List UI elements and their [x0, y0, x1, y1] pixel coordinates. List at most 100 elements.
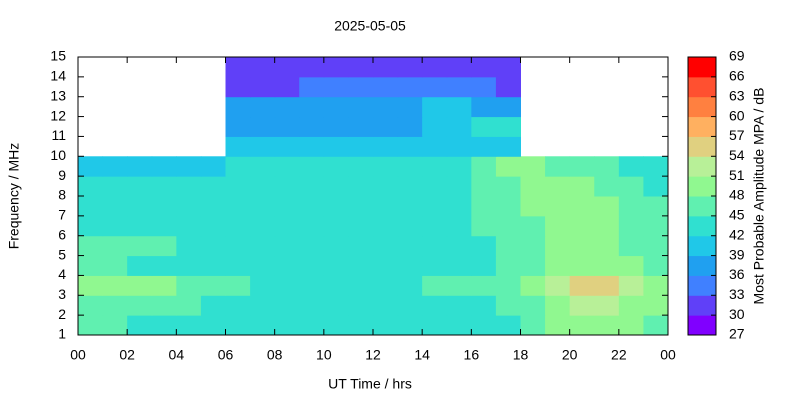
colorbar-segment: [688, 116, 716, 137]
heat-cell: [299, 215, 325, 237]
heat-cell: [373, 176, 399, 197]
heat-cell: [299, 156, 325, 177]
heat-cell: [176, 215, 202, 237]
heat-cell: [446, 136, 472, 157]
heat-cell: [250, 96, 276, 118]
heat-cell: [397, 136, 423, 157]
heat-cell: [373, 315, 399, 336]
y-tick-label: 10: [50, 147, 66, 163]
heat-cell: [397, 176, 423, 197]
heat-cell: [176, 315, 202, 336]
heat-cell: [225, 315, 251, 336]
heat-cell: [225, 76, 251, 98]
heat-cell: [102, 275, 128, 296]
heat-cell: [274, 57, 300, 78]
heat-cell: [545, 176, 571, 197]
heat-cell: [323, 255, 349, 276]
heat-cell: [520, 295, 546, 316]
heat-cell: [569, 315, 595, 336]
heat-cell: [471, 136, 497, 157]
heat-cell: [643, 315, 669, 336]
heat-cell: [545, 315, 571, 336]
heat-cell: [78, 275, 104, 296]
x-tick-label: 06: [218, 347, 234, 363]
heat-cell: [545, 215, 571, 237]
heat-cell: [422, 57, 448, 78]
heat-cell: [618, 255, 644, 276]
heat-cell: [373, 235, 399, 257]
heat-cell: [373, 295, 399, 316]
heat-cell: [323, 275, 349, 296]
heat-cell: [495, 116, 521, 137]
colorbar-segment: [688, 275, 716, 296]
heat-cell: [545, 196, 571, 217]
heat-cell: [225, 116, 251, 137]
y-tick-label: 2: [58, 306, 66, 322]
heat-cell: [618, 295, 644, 316]
heat-cell: [545, 255, 571, 276]
heat-cell: [520, 255, 546, 276]
heat-cell: [323, 235, 349, 257]
heat-cell: [520, 156, 546, 177]
heat-cell: [348, 76, 374, 98]
heat-cell: [446, 156, 472, 177]
x-tick-label: 08: [267, 347, 283, 363]
heat-cell: [495, 196, 521, 217]
heat-cell: [323, 76, 349, 98]
heat-cell: [495, 275, 521, 296]
heat-cell: [397, 116, 423, 137]
heat-cell: [495, 156, 521, 177]
heat-cell: [348, 196, 374, 217]
y-axis-label: Frequency / MHz: [6, 143, 22, 250]
heat-cell: [127, 255, 153, 276]
heat-cell: [323, 215, 349, 237]
heat-cell: [323, 136, 349, 157]
heat-cell: [446, 275, 472, 296]
heat-cell: [471, 156, 497, 177]
heat-cell: [151, 255, 177, 276]
heat-cell: [569, 215, 595, 237]
heat-cell: [569, 156, 595, 177]
x-axis-label: UT Time / hrs: [328, 376, 412, 392]
heat-cell: [422, 156, 448, 177]
heat-cell: [643, 156, 669, 177]
heat-cell: [299, 295, 325, 316]
heat-cell: [348, 275, 374, 296]
heat-cell: [151, 156, 177, 177]
heat-cell: [422, 136, 448, 157]
y-tick-label: 5: [58, 246, 66, 262]
x-tick-label: 14: [414, 347, 430, 363]
heat-cell: [618, 275, 644, 296]
heat-cell: [250, 235, 276, 257]
heat-cell: [495, 176, 521, 197]
heat-cell: [102, 255, 128, 276]
heat-cell: [545, 156, 571, 177]
heat-cell: [274, 96, 300, 118]
heat-cell: [176, 275, 202, 296]
heat-cell: [520, 176, 546, 197]
heat-cell: [323, 156, 349, 177]
colorbar-tick-label: 45: [729, 207, 745, 223]
y-tick-label: 14: [50, 68, 66, 84]
heat-cell: [422, 275, 448, 296]
heat-cell: [397, 255, 423, 276]
heat-cell: [594, 295, 620, 316]
heat-cell: [200, 196, 226, 217]
colorbar-tick-label: 60: [729, 107, 745, 123]
colorbar-tick-label: 69: [729, 48, 745, 64]
heat-cell: [200, 176, 226, 197]
x-tick-label: 18: [513, 347, 529, 363]
heat-cell: [225, 255, 251, 276]
heat-cell: [151, 215, 177, 237]
heat-cell: [471, 196, 497, 217]
heat-cell: [422, 116, 448, 137]
heat-cell: [250, 295, 276, 316]
heat-cell: [348, 57, 374, 78]
heat-cell: [323, 116, 349, 137]
heat-cell: [274, 156, 300, 177]
heat-cell: [225, 57, 251, 78]
heat-cell: [102, 156, 128, 177]
heat-cell: [127, 215, 153, 237]
heat-cell: [200, 235, 226, 257]
heat-cell: [594, 215, 620, 237]
